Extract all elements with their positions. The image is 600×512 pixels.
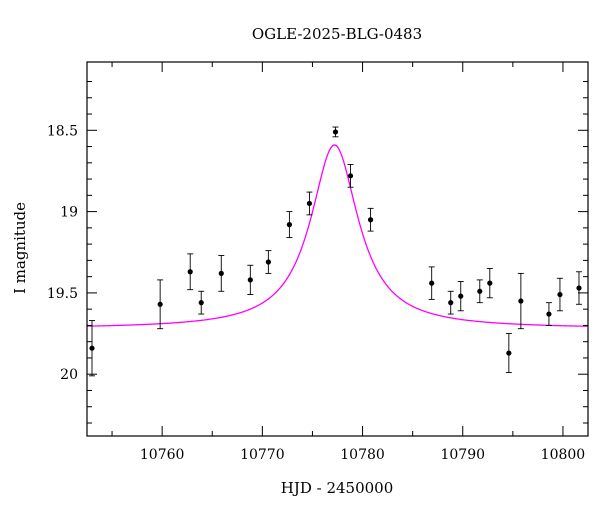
data-point — [332, 126, 339, 138]
point-marker — [218, 270, 224, 276]
data-point — [575, 271, 582, 305]
point-marker — [458, 293, 464, 299]
data-point — [457, 281, 464, 312]
y-axis: 18.5 19 19.5 20 — [47, 81, 588, 424]
point-marker — [448, 300, 454, 306]
y-tick-label: 19.5 — [47, 286, 78, 302]
point-marker — [557, 291, 563, 298]
point-marker — [367, 217, 374, 223]
point-marker — [265, 259, 271, 265]
data-point — [218, 255, 225, 292]
plot-frame — [86, 61, 589, 437]
x-axis-label: HJD - 2450000 — [281, 479, 394, 497]
point-marker — [347, 173, 354, 179]
point-marker — [89, 345, 95, 351]
data-point — [476, 279, 483, 304]
y-tick-label: 19 — [60, 205, 78, 221]
point-marker — [306, 200, 313, 207]
data-point — [545, 302, 552, 326]
point-marker — [518, 298, 524, 304]
data-point — [89, 320, 96, 377]
plot-area — [86, 126, 589, 377]
data-point — [428, 266, 435, 300]
data-points — [89, 126, 582, 377]
x-tick-label: 10790 — [440, 447, 485, 463]
point-marker — [198, 300, 204, 306]
point-marker — [506, 350, 512, 356]
y-tick-label: 20 — [60, 367, 78, 383]
x-tick-label: 10780 — [340, 447, 385, 463]
point-marker — [429, 280, 435, 286]
point-marker — [576, 285, 582, 291]
x-axis: 10760 10770 10780 10790 10800 — [111, 62, 586, 463]
data-point — [447, 290, 454, 315]
model-curve — [86, 144, 589, 327]
x-tick-label: 10770 — [240, 447, 285, 463]
point-marker — [187, 269, 193, 275]
point-marker — [286, 222, 293, 228]
data-point — [198, 290, 205, 315]
data-point — [247, 264, 254, 295]
x-tick-label: 10760 — [140, 447, 185, 463]
data-point — [556, 277, 563, 312]
data-point — [486, 268, 493, 299]
data-point — [157, 279, 164, 330]
point-marker — [247, 277, 253, 283]
chart-title: OGLE-2025-BLG-0483 — [252, 25, 422, 43]
y-axis-label: I magnitude — [11, 202, 29, 294]
point-marker — [487, 280, 493, 286]
data-point — [347, 163, 354, 188]
point-marker — [546, 311, 552, 317]
point-marker — [157, 301, 163, 307]
y-tick-label: 18.5 — [47, 123, 78, 139]
point-marker — [477, 288, 483, 294]
data-point — [187, 253, 194, 291]
data-point — [306, 191, 313, 216]
data-point — [286, 211, 293, 239]
data-point — [367, 207, 374, 232]
data-point — [505, 333, 512, 374]
data-point — [517, 272, 524, 330]
point-marker — [332, 129, 339, 135]
x-tick-label: 10800 — [541, 447, 586, 463]
data-point — [265, 250, 272, 274]
